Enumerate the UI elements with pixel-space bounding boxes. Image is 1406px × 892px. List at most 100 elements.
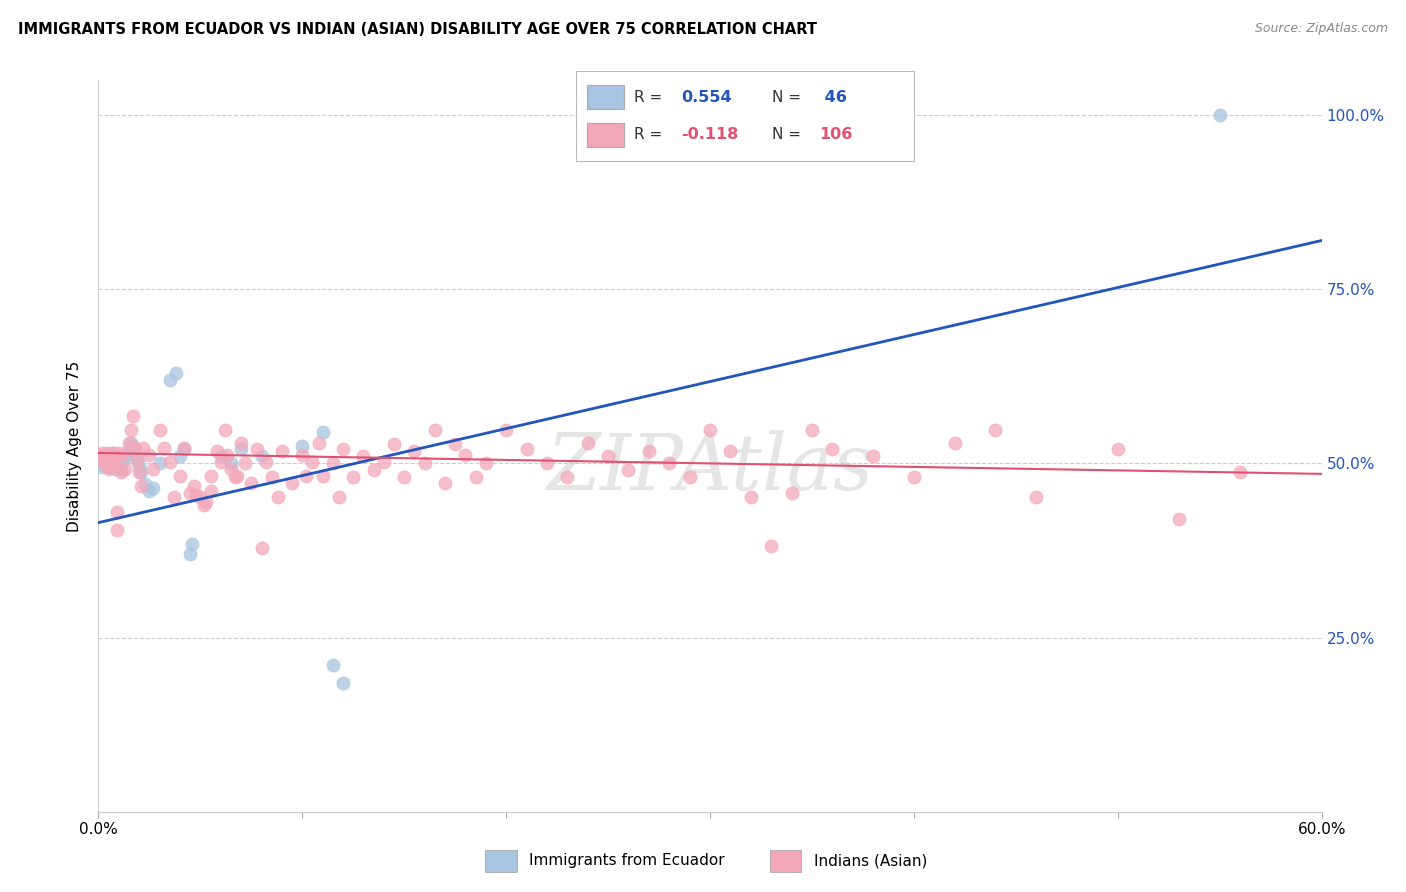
Point (100, 450, 122, 464)
Point (295, 469, 318, 483)
Point (91, 459, 114, 474)
Bar (586, 85, 624, 109)
Point (128, 458, 150, 472)
Point (205, 443, 228, 458)
Point (193, 498, 215, 512)
Point (246, 442, 269, 457)
Point (124, 441, 146, 455)
Point (209, 450, 232, 464)
Point (132, 441, 155, 455)
Point (181, 536, 204, 550)
Point (209, 455, 232, 469)
Point (322, 457, 344, 471)
Point (101, 446, 124, 460)
Point (413, 457, 436, 471)
Point (91, 453, 114, 467)
Point (617, 463, 640, 477)
Point (598, 450, 620, 464)
Point (96, 448, 118, 462)
Point (536, 457, 558, 471)
Point (984, 423, 1007, 437)
Point (97, 462, 120, 476)
Point (720, 443, 742, 458)
Point (128, 465, 150, 479)
Text: Indians (Asian): Indians (Asian) (814, 854, 928, 868)
Point (111, 453, 134, 467)
Point (183, 479, 205, 493)
Point (89, 448, 111, 462)
Point (173, 441, 195, 455)
Point (444, 437, 467, 451)
Point (312, 469, 335, 483)
Point (281, 475, 304, 490)
Point (392, 470, 416, 484)
Point (138, 448, 160, 462)
Point (93, 453, 115, 467)
Point (111, 448, 134, 462)
Point (169, 450, 191, 464)
Point (91, 446, 114, 460)
Point (127, 453, 149, 467)
Point (159, 455, 181, 469)
Point (740, 490, 762, 504)
Point (96, 446, 118, 460)
Point (219, 462, 242, 476)
Point (105, 523, 128, 537)
Point (188, 490, 212, 504)
Point (1107, 442, 1129, 457)
Point (96, 455, 118, 469)
Point (373, 455, 395, 469)
Point (100, 458, 122, 472)
Point (104, 450, 127, 465)
Point (516, 442, 538, 457)
Point (163, 490, 186, 504)
Point (658, 457, 681, 471)
Text: IMMIGRANTS FROM ECUADOR VS INDIAN (ASIAN) DISABILITY AGE OVER 75 CORRELATION CHA: IMMIGRANTS FROM ECUADOR VS INDIAN (ASIAN… (18, 22, 817, 37)
Text: 106: 106 (820, 128, 853, 143)
Text: ZIPAtlas: ZIPAtlas (547, 430, 873, 506)
Point (903, 470, 925, 484)
Bar (770, 849, 801, 872)
Point (761, 539, 783, 553)
Point (474, 457, 498, 471)
Point (454, 448, 477, 462)
Point (291, 439, 314, 453)
Point (862, 450, 884, 464)
Point (165, 366, 187, 380)
Point (138, 484, 160, 499)
Text: Source: ZipAtlas.com: Source: ZipAtlas.com (1254, 22, 1388, 36)
Text: N =: N = (772, 89, 806, 104)
Text: 0.554: 0.554 (681, 89, 731, 104)
Point (638, 443, 661, 458)
Point (404, 443, 426, 458)
Point (149, 457, 172, 471)
Point (173, 442, 195, 457)
Point (179, 485, 201, 500)
Point (250, 450, 273, 464)
Point (134, 477, 156, 491)
Point (101, 453, 124, 467)
Point (943, 435, 966, 450)
Point (576, 435, 599, 450)
Point (434, 475, 457, 490)
Point (215, 448, 238, 462)
Point (114, 462, 136, 476)
Point (312, 425, 335, 439)
Point (1209, 108, 1232, 122)
Point (240, 475, 263, 490)
Point (231, 442, 253, 457)
Point (120, 423, 142, 437)
Text: -0.118: -0.118 (681, 128, 738, 143)
Point (127, 453, 149, 467)
Point (93, 450, 115, 464)
Point (100, 459, 122, 474)
Point (118, 442, 141, 457)
Point (195, 494, 218, 508)
Point (291, 448, 314, 462)
Point (159, 373, 181, 387)
Point (104, 450, 127, 465)
Point (250, 541, 273, 556)
Point (108, 446, 131, 460)
Point (129, 479, 152, 493)
Point (105, 455, 128, 469)
